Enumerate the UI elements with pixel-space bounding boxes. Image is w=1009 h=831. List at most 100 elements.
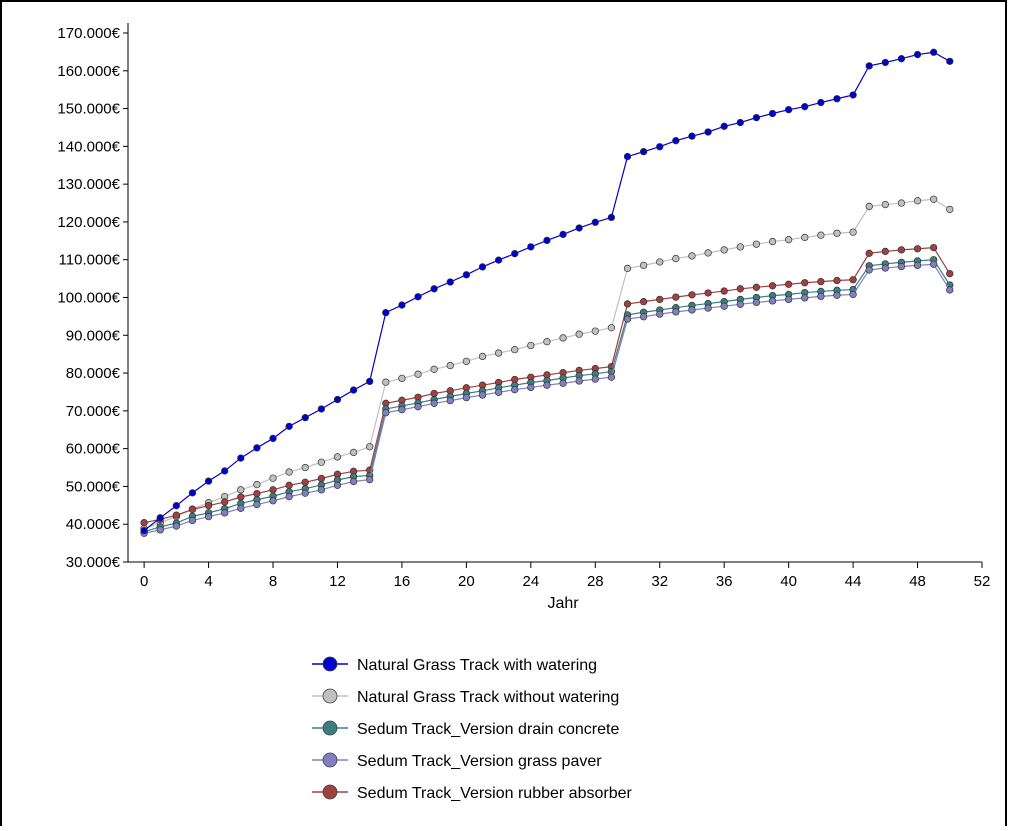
- data-point: [575, 330, 583, 338]
- data-point: [688, 252, 696, 260]
- data-point: [656, 295, 664, 304]
- data-point: [511, 386, 519, 394]
- y-tick-label: 130.000€: [57, 176, 120, 193]
- data-point: [930, 260, 938, 268]
- legend-marker: [322, 752, 338, 768]
- data-point: [511, 345, 519, 354]
- data-point: [301, 414, 309, 422]
- data-point: [865, 266, 873, 274]
- series-2: [140, 256, 954, 536]
- series-line: [143, 263, 951, 534]
- series-layer: [140, 48, 954, 537]
- data-point: [398, 374, 406, 383]
- data-point: [494, 349, 503, 357]
- data-point: [688, 306, 696, 314]
- data-point: [801, 103, 809, 111]
- data-point: [349, 386, 358, 394]
- y-tick-label: 140.000€: [57, 138, 120, 155]
- legend-marker: [322, 688, 338, 704]
- data-point: [672, 137, 680, 145]
- data-point: [833, 229, 841, 237]
- y-tick-label: 30.000€: [66, 554, 121, 571]
- data-point: [817, 98, 825, 107]
- data-point: [623, 315, 632, 323]
- x-tick-label: 12: [329, 573, 346, 590]
- series-line: [143, 259, 951, 533]
- legend-item: Sedum Track_Version grass paver: [312, 752, 602, 770]
- data-point: [881, 264, 889, 272]
- data-point: [736, 118, 744, 127]
- data-point: [784, 106, 793, 114]
- data-point: [736, 243, 744, 251]
- data-point: [897, 55, 906, 63]
- data-point: [768, 109, 777, 118]
- x-tick-label: 24: [522, 573, 539, 590]
- data-point: [591, 327, 599, 335]
- data-point: [559, 230, 567, 239]
- data-point: [801, 279, 809, 287]
- data-point: [204, 502, 213, 510]
- data-point: [591, 218, 599, 226]
- x-tick-label: 48: [909, 573, 926, 590]
- data-point: [253, 489, 261, 498]
- legend-label: Natural Grass Track with watering: [357, 657, 597, 674]
- data-point: [317, 458, 326, 466]
- data-point: [704, 128, 712, 136]
- data-point: [462, 357, 471, 366]
- legend-label: Sedum Track_Version drain concrete: [357, 721, 619, 738]
- data-point: [897, 262, 906, 271]
- series-3: [140, 260, 954, 537]
- y-tick-label: 90.000€: [66, 327, 121, 344]
- data-point: [494, 388, 503, 396]
- data-point: [881, 247, 889, 256]
- legend-marker: [322, 720, 338, 736]
- x-tick-label: 16: [394, 573, 411, 590]
- data-point: [446, 361, 454, 370]
- data-point: [478, 352, 487, 361]
- data-point: [414, 403, 422, 411]
- legend-item: Sedum Track_Version rubber absorber: [312, 784, 632, 802]
- data-point: [736, 300, 744, 308]
- data-point: [865, 249, 873, 257]
- data-point: [913, 197, 922, 205]
- x-tick-label: 32: [651, 573, 668, 590]
- data-point: [930, 243, 938, 252]
- data-point: [639, 313, 648, 321]
- data-point: [559, 379, 567, 387]
- data-point: [269, 434, 277, 443]
- legend-item: Sedum Track_Version drain concrete: [312, 720, 619, 738]
- data-point: [204, 513, 213, 521]
- data-point: [704, 304, 712, 312]
- data-point: [156, 514, 164, 522]
- data-point: [382, 409, 390, 417]
- data-point: [349, 448, 358, 457]
- y-tick-label: 120.000€: [57, 214, 120, 231]
- legend-marker: [322, 656, 338, 672]
- data-point: [833, 276, 841, 285]
- data-point: [784, 280, 793, 288]
- data-point: [237, 493, 245, 501]
- data-point: [269, 486, 277, 494]
- data-point: [575, 377, 583, 385]
- data-point: [736, 285, 744, 293]
- y-tick-label: 160.000€: [57, 63, 120, 80]
- data-point: [881, 200, 889, 209]
- data-point: [317, 405, 326, 413]
- data-point: [156, 526, 164, 534]
- data-point: [946, 270, 954, 278]
- legend-label: Sedum Track_Version rubber absorber: [357, 785, 632, 802]
- data-point: [494, 256, 503, 264]
- data-point: [688, 132, 696, 140]
- data-point: [221, 498, 229, 506]
- x-tick-label: 4: [204, 573, 212, 590]
- data-point: [527, 383, 535, 392]
- x-tick-label: 20: [458, 573, 475, 590]
- data-point: [317, 474, 326, 483]
- data-point: [688, 291, 696, 299]
- data-point: [285, 481, 293, 489]
- data-point: [333, 395, 342, 404]
- data-point: [849, 276, 857, 284]
- legend: Natural Grass Track with watering Natural…: [312, 656, 632, 802]
